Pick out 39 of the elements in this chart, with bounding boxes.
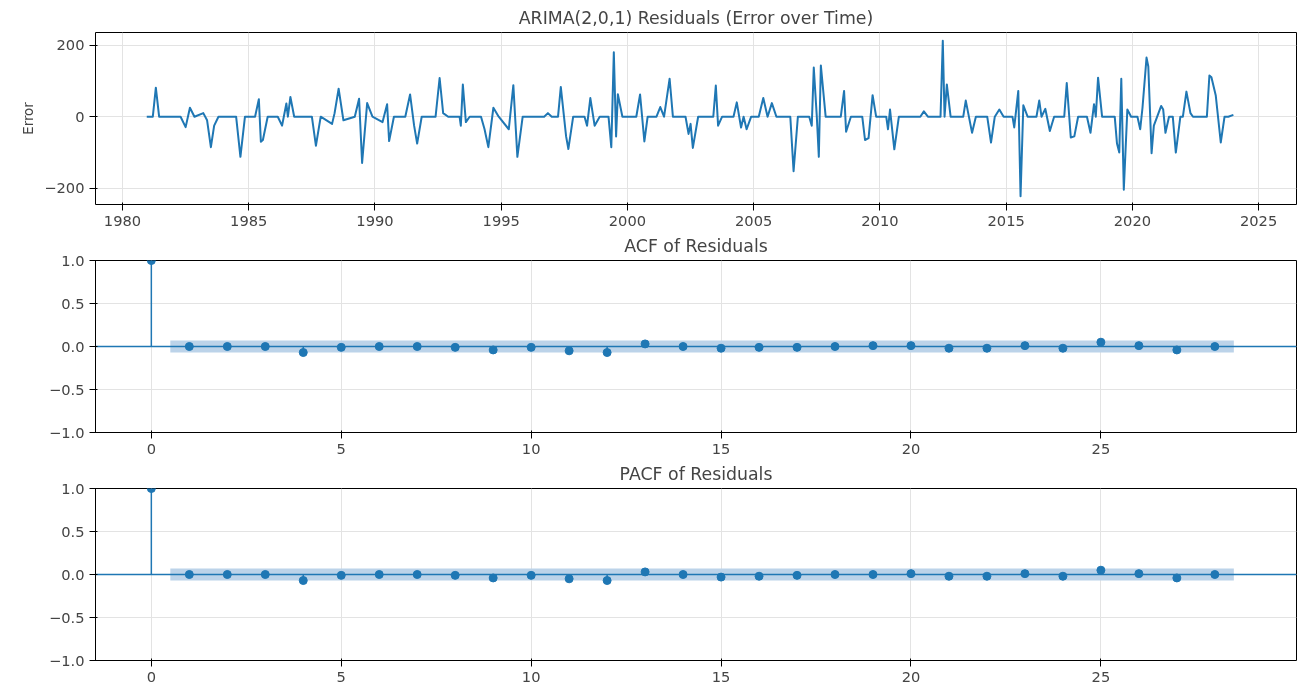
y-tick-label: 0.5 [61,522,85,540]
x-tick-label: 10 [521,667,541,685]
x-tick-label: 10 [521,439,541,457]
x-tick-label: 0 [146,667,156,685]
x-tick-label: 20 [901,667,921,685]
x-tick-label: 25 [1091,439,1111,457]
y-tick-label: −1.0 [48,651,85,669]
y-tick-label: 0.0 [61,337,85,355]
chart-title: ACF of Residuals [624,235,768,256]
x-tick-label: 1990 [356,211,394,229]
x-tick-label: 5 [336,667,346,685]
y-tick-label: −0.5 [48,380,85,398]
y-tick-label: −200 [44,179,85,197]
x-tick-label: 5 [336,439,346,457]
x-tick-label: 2005 [735,211,773,229]
x-tick-label: 25 [1091,667,1111,685]
x-tick-label: 15 [711,667,731,685]
x-tick-label: 15 [711,439,731,457]
y-axis-title: Error [21,101,37,135]
y-tick-label: −0.5 [48,608,85,626]
y-tick-label: 1.0 [61,479,85,497]
x-tick-label: 1980 [103,211,142,229]
y-tick-label: 0.0 [61,565,85,583]
x-tick-label: 1985 [230,211,268,229]
y-tick-label: 1.0 [61,251,85,269]
x-tick-label: 2015 [987,211,1025,229]
x-tick-label: 1995 [482,211,520,229]
chart-title: ARIMA(2,0,1) Residuals (Error over Time) [518,7,874,28]
y-tick-label: 0.5 [61,294,85,312]
y-tick-label: 0 [75,107,85,125]
x-tick-label: 2000 [608,211,647,229]
x-tick-label: 2010 [861,211,899,229]
x-tick-label: 2020 [1113,211,1152,229]
y-tick-label: 200 [56,36,85,54]
x-tick-label: 0 [146,439,156,457]
x-tick-label: 2025 [1239,211,1278,229]
y-tick-label: −1.0 [48,423,85,441]
chart-title: PACF of Residuals [619,463,773,484]
x-tick-label: 20 [901,439,921,457]
